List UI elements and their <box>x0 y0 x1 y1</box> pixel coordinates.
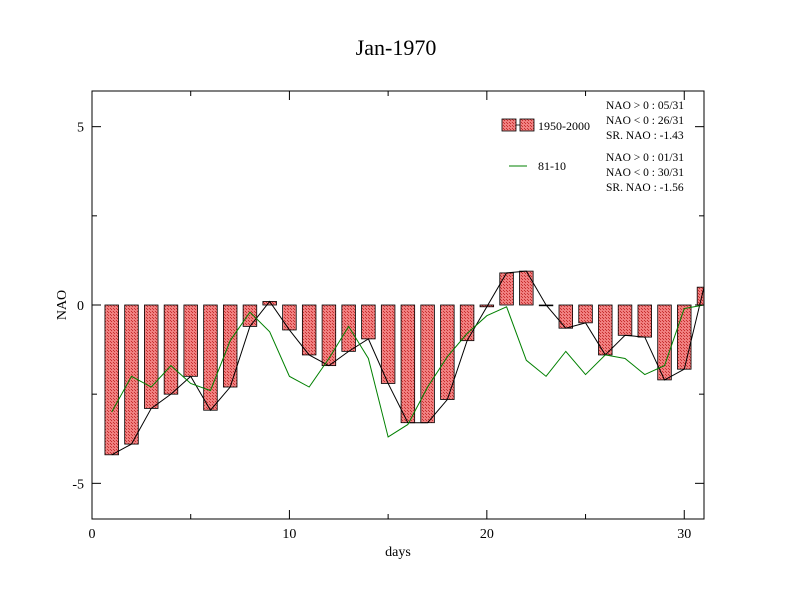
stats-series1-mean: SR. NAO : -1.43 <box>606 130 684 142</box>
stats-series2-positive: NAO > 0 : 01/31 <box>606 152 684 164</box>
legend-bar-swatch-left <box>501 118 517 132</box>
chart-title: Jan-1970 <box>356 35 437 60</box>
stats-series2-mean: SR. NAO : -1.56 <box>606 182 684 194</box>
x-tick-label-30: 30 <box>677 527 691 542</box>
bar-day-13 <box>341 304 356 352</box>
bar-day-1 <box>104 304 119 456</box>
bar-day-7 <box>222 304 238 388</box>
bar-day-30 <box>677 304 692 370</box>
x-tick-label-20: 20 <box>480 527 494 542</box>
legend-bar-swatch-right <box>519 118 535 132</box>
bar-day-27 <box>617 304 633 336</box>
bar-day-10 <box>282 304 297 331</box>
bar-day-14 <box>361 304 376 340</box>
bar-day-8 <box>242 304 258 327</box>
bar-day-21 <box>499 272 514 306</box>
bar-day-11 <box>301 304 317 356</box>
bar-day-2 <box>124 304 139 445</box>
y-axis-label: NAO <box>55 290 70 320</box>
bar-day-6 <box>203 304 218 411</box>
stats-series1-negative: NAO < 0 : 26/31 <box>606 115 684 127</box>
legend: 1950-2000 81-10 NAO > 0 : 05/31 NAO < 0 … <box>501 100 684 194</box>
ticks-layer: 0 10 20 30 5 0 -5 <box>72 91 704 542</box>
x-tick-label-10: 10 <box>282 527 296 542</box>
x-tick-label-0: 0 <box>89 527 96 542</box>
bar-day-3 <box>144 304 159 409</box>
bar-day-5 <box>183 304 198 377</box>
lines-layer <box>111 270 705 456</box>
stats-series1-positive: NAO > 0 : 05/31 <box>606 100 684 112</box>
bar-day-17 <box>420 304 435 424</box>
bar-day-24 <box>558 304 574 329</box>
legend-label-series-1: 1950-2000 <box>538 119 590 133</box>
y-tick-label-1: 0 <box>77 299 84 314</box>
y-tick-label-0: 5 <box>77 121 84 136</box>
bar-day-16 <box>400 304 416 424</box>
bar-day-4 <box>163 304 179 395</box>
x-axis-label: days <box>385 545 411 560</box>
bars-layer <box>104 270 705 456</box>
bar-day-19 <box>459 304 475 342</box>
legend-label-series-2: 81-10 <box>538 159 566 173</box>
bar-day-28 <box>637 304 652 338</box>
series-81-10-line <box>111 304 705 438</box>
bar-day-25 <box>578 304 593 324</box>
bar-day-22 <box>519 270 534 306</box>
bar-day-12 <box>321 304 337 367</box>
y-tick-label-2: -5 <box>72 477 84 492</box>
stats-series2-negative: NAO < 0 : 30/31 <box>606 167 684 179</box>
